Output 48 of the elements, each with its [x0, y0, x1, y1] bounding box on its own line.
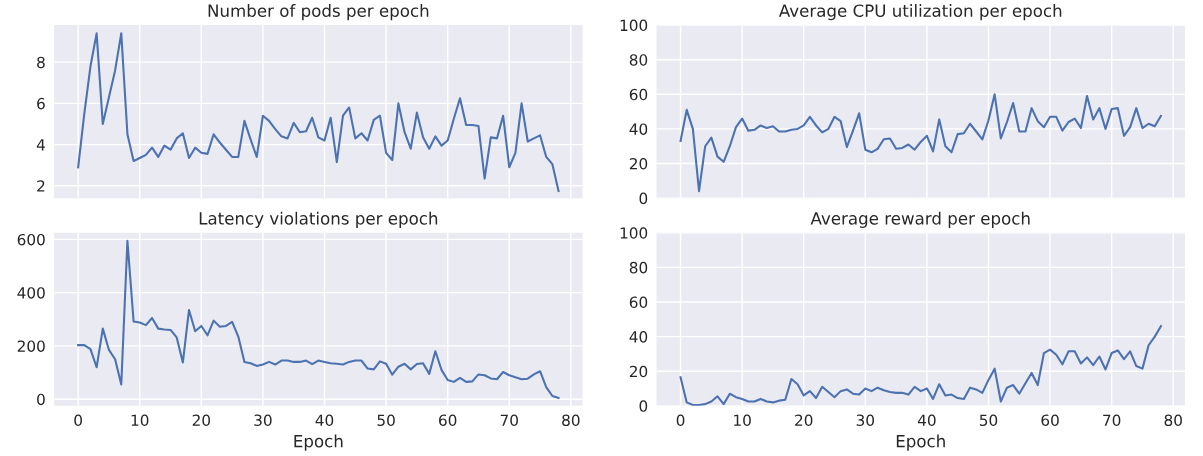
chart-title: Number of pods per epoch	[208, 4, 429, 21]
y-tick-label: 2	[37, 180, 45, 192]
y-tick-label: 0	[37, 393, 45, 406]
y-tick-label: 60	[629, 296, 648, 309]
x-tick-label: 0	[676, 414, 685, 426]
x-tick-label: 30	[254, 414, 272, 426]
y-tick-label: 0	[639, 400, 648, 412]
y-tick-label: 600	[17, 233, 45, 246]
y-tick-label: 4	[36, 139, 45, 151]
chart-title: Average CPU utilization per epoch	[778, 4, 1062, 21]
x-tick-label: 0	[74, 414, 82, 426]
y-tick-label: 60	[629, 88, 648, 101]
y-tick-label: 100	[620, 227, 648, 239]
y-tick-label: 400	[17, 287, 45, 299]
y-tick-label: 40	[629, 331, 648, 343]
x-axis-title: Epoch	[896, 434, 945, 451]
y-tick-label: 200	[17, 340, 45, 352]
line-series	[679, 93, 1162, 193]
x-tick-label: 70	[1103, 414, 1121, 426]
x-tick-label: 20	[192, 414, 211, 426]
x-tick-label: 40	[315, 414, 334, 426]
y-tick-label: 40	[629, 123, 648, 135]
x-axis-title: Epoch	[294, 434, 343, 451]
y-tick-label: 100	[620, 19, 648, 32]
line-series	[77, 32, 560, 192]
y-tick-label: 8	[37, 56, 45, 69]
x-tick-label: 20	[795, 414, 813, 426]
x-tick-label: 80	[562, 414, 580, 426]
y-tick-label: 6	[37, 97, 45, 110]
y-tick-label: 80	[629, 54, 648, 66]
x-tick-label: 10	[131, 414, 149, 426]
x-tick-label: 40	[917, 414, 936, 426]
line-series	[679, 325, 1162, 406]
y-tick-label: 20	[629, 365, 648, 378]
y-tick-label: 80	[629, 261, 648, 274]
chart-title: Average reward per epoch	[810, 211, 1030, 228]
y-tick-label: 0	[639, 192, 648, 205]
y-tick-label: 20	[629, 158, 648, 170]
x-tick-label: 50	[377, 414, 395, 426]
x-tick-label: 70	[500, 414, 518, 426]
x-tick-label: 60	[1041, 414, 1059, 426]
x-tick-label: 80	[1164, 414, 1182, 426]
x-tick-label: 30	[856, 414, 875, 426]
x-tick-label: 50	[979, 414, 998, 426]
x-tick-label: 10	[734, 414, 751, 426]
chart-title: Latency violations per epoch	[199, 211, 438, 228]
line-series	[77, 239, 560, 399]
x-tick-label: 60	[439, 414, 457, 426]
